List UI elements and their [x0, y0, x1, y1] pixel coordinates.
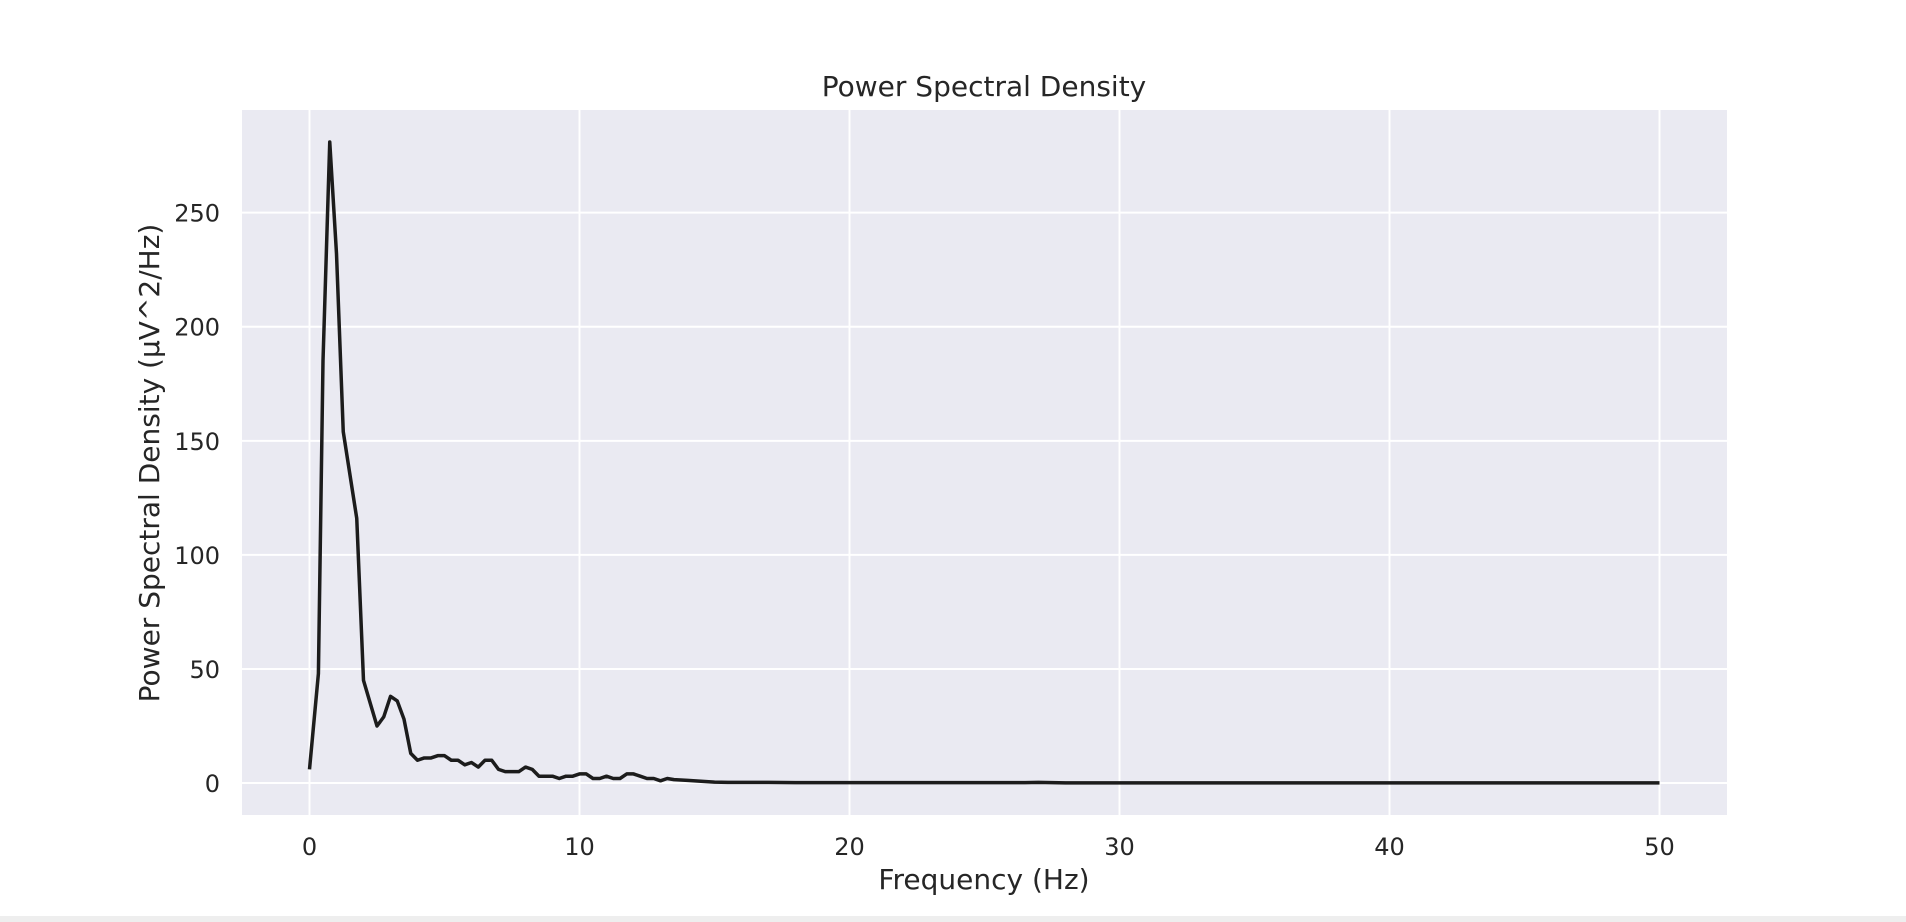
x-tick-label: 50 — [1644, 833, 1675, 861]
y-tick-label: 200 — [174, 314, 220, 342]
y-axis-label: Power Spectral Density (µV^2/Hz) — [133, 224, 166, 703]
y-tick-label: 0 — [205, 770, 220, 798]
y-tick-label: 50 — [189, 656, 220, 684]
y-tick-label: 250 — [174, 200, 220, 228]
bottom-strip — [0, 916, 1906, 922]
x-tick-label: 40 — [1374, 833, 1405, 861]
y-tick-labels: 0 50 100 150 200 250 — [174, 200, 220, 798]
x-tick-label: 30 — [1104, 833, 1135, 861]
x-tick-label: 10 — [564, 833, 595, 861]
y-tick-label: 100 — [174, 542, 220, 570]
y-tick-label: 150 — [174, 428, 220, 456]
x-axis-label: Frequency (Hz) — [878, 863, 1089, 896]
plot-area — [242, 110, 1727, 815]
x-tick-labels: 0 10 20 30 40 50 — [302, 833, 1675, 861]
psd-series-line — [307, 140, 1660, 785]
chart-title: Power Spectral Density — [822, 70, 1147, 103]
x-tick-label: 20 — [834, 833, 865, 861]
x-grid — [308, 110, 1661, 815]
x-tick-label: 0 — [302, 833, 317, 861]
